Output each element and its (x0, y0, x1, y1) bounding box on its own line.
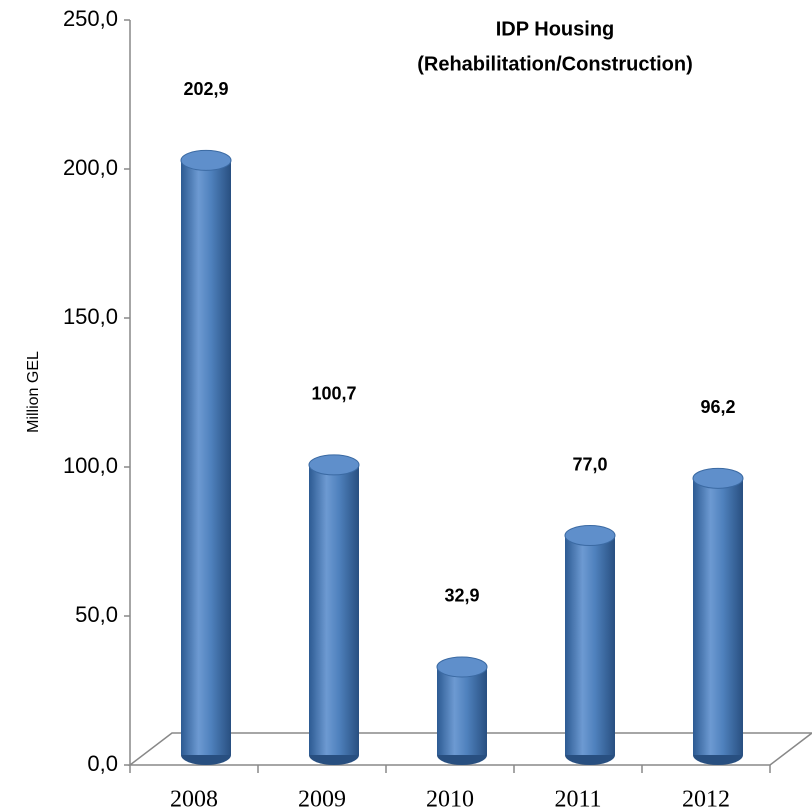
bar (309, 464, 359, 755)
chart-title: IDP Housing (496, 18, 615, 40)
value-label: 32,9 (444, 586, 479, 606)
y-tick-label: 0,0 (87, 751, 118, 776)
bar (565, 535, 615, 755)
y-tick-label: 150,0 (63, 304, 118, 329)
y-tick-label: 50,0 (75, 602, 118, 627)
bar-cap (564, 525, 616, 547)
bar (437, 666, 487, 755)
floor (127, 732, 812, 766)
y-tick-label: 100,0 (63, 453, 118, 478)
bar-cap (436, 656, 488, 678)
y-tick-label: 250,0 (63, 6, 118, 31)
x-tick-label: 2009 (298, 787, 346, 812)
y-axis-label: Million GEL (25, 351, 42, 433)
x-tick-label: 2010 (426, 787, 474, 812)
bar-cap (692, 467, 744, 489)
bar (693, 478, 743, 755)
chart-subtitle: (Rehabilitation/Construction) (417, 53, 693, 75)
bar (181, 160, 231, 755)
value-label: 96,2 (700, 397, 735, 417)
value-label: 100,7 (311, 384, 356, 404)
value-label: 77,0 (572, 454, 607, 474)
bar-cap (308, 454, 360, 476)
x-tick-label: 2011 (554, 787, 601, 812)
y-tick-label: 200,0 (63, 155, 118, 180)
x-tick-label: 2008 (170, 787, 218, 812)
value-label: 202,9 (183, 79, 228, 99)
bar-cap (180, 149, 232, 171)
x-tick-label: 2012 (682, 787, 730, 812)
